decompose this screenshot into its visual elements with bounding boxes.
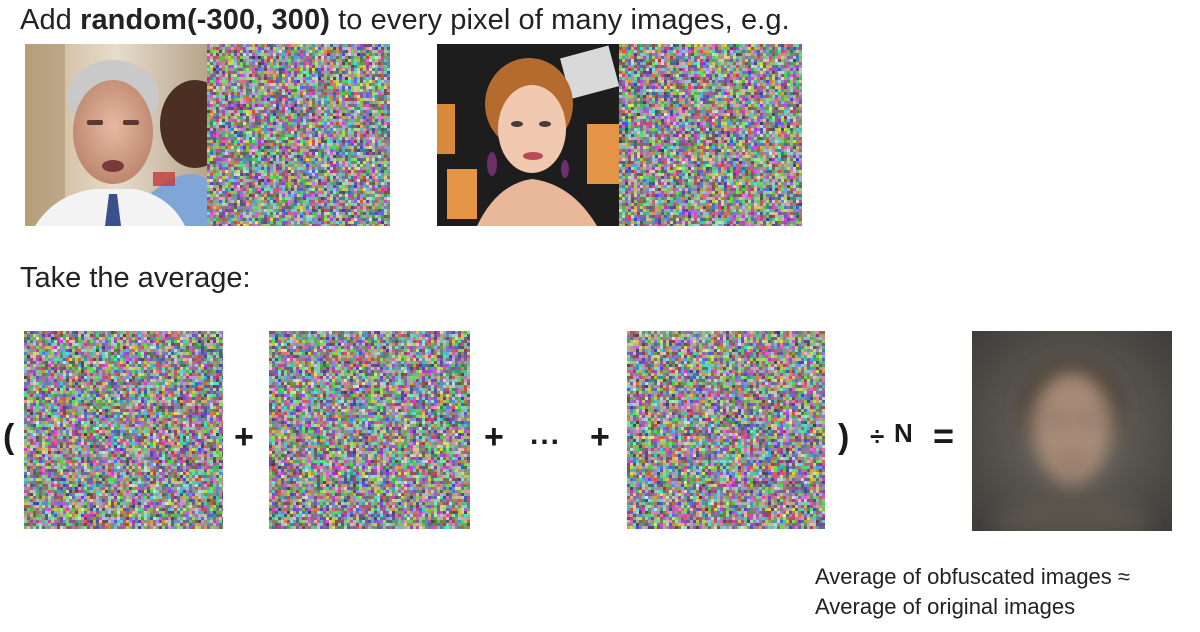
caption-line-2: Average of original images (815, 592, 1130, 622)
heading: Add random(-300, 300) to every pixel of … (20, 4, 790, 37)
heading-suffix: to every pixel of many images, e.g. (330, 4, 790, 36)
noise-image-sum-n (627, 331, 825, 529)
woman-photo-illustration (437, 44, 619, 226)
noise-image-example-2 (619, 44, 802, 226)
caption: Average of obfuscated images ≈ Average o… (815, 562, 1130, 622)
subheading: Take the average: (20, 262, 251, 295)
heading-prefix: Add (20, 4, 80, 36)
ellipsis: ... (530, 420, 561, 450)
caption-line-1: Average of obfuscated images ≈ (815, 562, 1130, 592)
close-paren: ) (838, 420, 849, 454)
equals-operator: = (933, 418, 954, 454)
open-paren: ( (3, 420, 14, 454)
plus-operator-1: + (234, 420, 254, 454)
noise-image-example-1 (207, 44, 390, 226)
plus-operator-3: + (590, 420, 610, 454)
blurred-average-face (972, 331, 1172, 531)
noise-image-sum-2 (269, 331, 470, 529)
example-photo-woman (437, 44, 619, 226)
man-photo-illustration (25, 44, 207, 226)
n-symbol: N (894, 420, 913, 446)
divide-operator: ÷ (870, 423, 884, 449)
plus-operator-2: + (484, 420, 504, 454)
example-photo-man (25, 44, 207, 226)
heading-emphasis: random(-300, 300) (80, 4, 330, 36)
noise-image-sum-1 (24, 331, 223, 529)
average-result-image (972, 331, 1172, 531)
